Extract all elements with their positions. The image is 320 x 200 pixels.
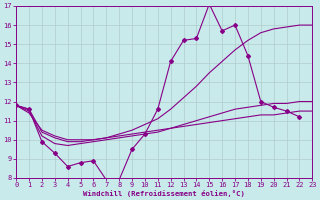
X-axis label: Windchill (Refroidissement éolien,°C): Windchill (Refroidissement éolien,°C) <box>83 190 245 197</box>
